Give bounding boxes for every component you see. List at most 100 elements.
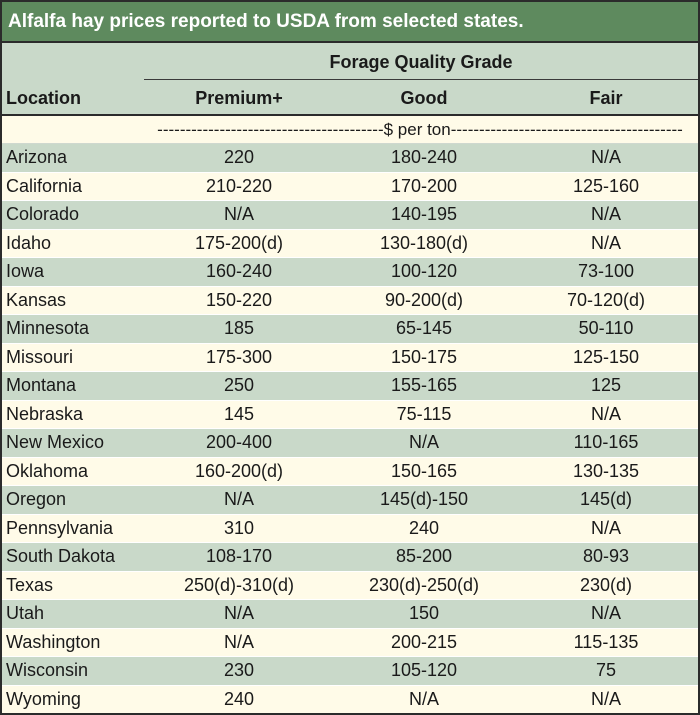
table-row: Iowa 160-240 100-120 73-100 [2, 258, 698, 287]
cell-premium: 160-240 [205, 261, 273, 282]
cell-premium: 220 [223, 147, 255, 168]
cell-location: Kansas [6, 289, 67, 310]
cell-fair: 130-135 [572, 460, 640, 481]
table-header: Forage Quality Grade Location Premium+ G… [2, 43, 698, 116]
column-header-good: Good [400, 88, 448, 108]
cell-fair: 230(d) [579, 574, 633, 595]
cell-fair: 70-120(d) [566, 289, 646, 310]
cell-location: Idaho [6, 232, 52, 253]
cell-location: Washington [6, 631, 101, 652]
table-row: Pennsylvania 310 240 N/A [2, 514, 698, 543]
cell-fair: N/A [590, 147, 621, 168]
cell-location: Arizona [6, 147, 68, 168]
cell-good: 170-200 [390, 175, 458, 196]
table-row: Arizona 220 180-240 N/A [2, 144, 698, 173]
table-row: Kansas 150-220 90-200(d) 70-120(d) [2, 286, 698, 315]
cell-premium: 185 [223, 318, 255, 339]
cell-good: 105-120 [390, 660, 458, 681]
cell-location: Colorado [6, 204, 80, 225]
cell-fair: 125-160 [572, 175, 640, 196]
cell-fair: N/A [590, 603, 621, 624]
table-row: Oklahoma 160-200(d) 150-165 130-135 [2, 457, 698, 486]
cell-good: N/A [408, 432, 439, 453]
cell-good: 130-180(d) [379, 232, 469, 253]
column-header-location: Location [6, 88, 81, 108]
cell-fair: 125 [590, 375, 622, 396]
table-row: Missouri 175-300 150-175 125-150 [2, 343, 698, 372]
cell-fair: 73-100 [577, 261, 635, 282]
cell-fair: 110-165 [573, 432, 639, 453]
cell-premium: 145 [223, 403, 255, 424]
cell-good: 145(d)-150 [379, 489, 469, 510]
cell-good: 230(d)-250(d) [368, 574, 480, 595]
cell-fair: N/A [590, 517, 621, 538]
column-header-fair: Fair [589, 88, 623, 108]
table-row: Minnesota 185 65-145 50-110 [2, 315, 698, 344]
cell-premium: N/A [223, 204, 254, 225]
cell-location: Texas [6, 574, 54, 595]
cell-location: Missouri [6, 346, 74, 367]
table-row: Idaho 175-200(d) 130-180(d) N/A [2, 229, 698, 258]
cell-premium: 108-170 [205, 546, 273, 567]
cell-good: 140-195 [390, 204, 458, 225]
table-row: Wisconsin 230 105-120 75 [2, 657, 698, 686]
cell-premium: N/A [223, 489, 254, 510]
cell-premium: 240 [223, 688, 255, 709]
cell-fair: 125-150 [572, 346, 640, 367]
cell-location: Montana [6, 375, 77, 396]
cell-location: Minnesota [6, 318, 90, 339]
table-row: Washington N/A 200-215 115-135 [2, 628, 698, 657]
column-header-premium: Premium+ [195, 88, 283, 108]
table-body: Arizona 220 180-240 N/A California 210-220 170… [2, 144, 698, 713]
cell-fair: N/A [590, 403, 621, 424]
cell-premium: 200-400 [205, 432, 273, 453]
cell-premium: N/A [223, 631, 254, 652]
cell-premium: 175-200(d) [194, 232, 284, 253]
table-row: Montana 250 155-165 125 [2, 372, 698, 401]
table-row: South Dakota 108-170 85-200 80-93 [2, 543, 698, 572]
table-row: Oregon N/A 145(d)-150 145(d) [2, 486, 698, 515]
cell-good: 200-215 [390, 631, 458, 652]
header-divider [144, 79, 698, 80]
table-row: Colorado N/A 140-195 N/A [2, 201, 698, 230]
cell-location: Pennsylvania [6, 517, 114, 538]
units-label: ----------------------------------------… [157, 120, 683, 139]
cell-good: 155-165 [390, 375, 458, 396]
cell-good: N/A [408, 688, 439, 709]
cell-good: 150-165 [390, 460, 458, 481]
cell-location: Iowa [6, 261, 45, 282]
cell-premium: 250(d)-310(d) [183, 574, 295, 595]
cell-good: 90-200(d) [384, 289, 464, 310]
cell-location: Wisconsin [6, 660, 89, 681]
forage-quality-grade-heading: Forage Quality Grade [329, 52, 513, 72]
cell-good: 150 [408, 603, 440, 624]
table-row: Wyoming 240 N/A N/A [2, 685, 698, 713]
cell-premium: 150-220 [205, 289, 273, 310]
cell-premium: 230 [223, 660, 255, 681]
table-row: Texas 250(d)-310(d) 230(d)-250(d) 230(d) [2, 571, 698, 600]
units-row: ----------------------------------------… [2, 116, 698, 144]
cell-location: Wyoming [6, 688, 81, 709]
cell-fair: N/A [590, 688, 621, 709]
cell-premium: N/A [223, 603, 254, 624]
table-row: New Mexico 200-400 N/A 110-165 [2, 429, 698, 458]
table-row: Utah N/A 150 N/A [2, 600, 698, 629]
cell-location: Oklahoma [6, 460, 89, 481]
cell-good: 65-145 [395, 318, 453, 339]
cell-fair: 80-93 [582, 546, 630, 567]
cell-fair: 50-110 [578, 318, 634, 339]
cell-fair: 145(d) [579, 489, 633, 510]
cell-premium: 310 [223, 517, 255, 538]
cell-premium: 160-200(d) [194, 460, 284, 481]
table-row: Nebraska 145 75-115 N/A [2, 400, 698, 429]
cell-good: 85-200 [395, 546, 453, 567]
cell-location: South Dakota [6, 546, 116, 567]
cell-location: New Mexico [6, 432, 105, 453]
cell-premium: 250 [223, 375, 255, 396]
table-row: California 210-220 170-200 125-160 [2, 172, 698, 201]
cell-premium: 175-300 [205, 346, 273, 367]
cell-location: Nebraska [6, 403, 84, 424]
table-title: Alfalfa hay prices reported to USDA from… [2, 2, 698, 43]
cell-fair: N/A [590, 204, 621, 225]
